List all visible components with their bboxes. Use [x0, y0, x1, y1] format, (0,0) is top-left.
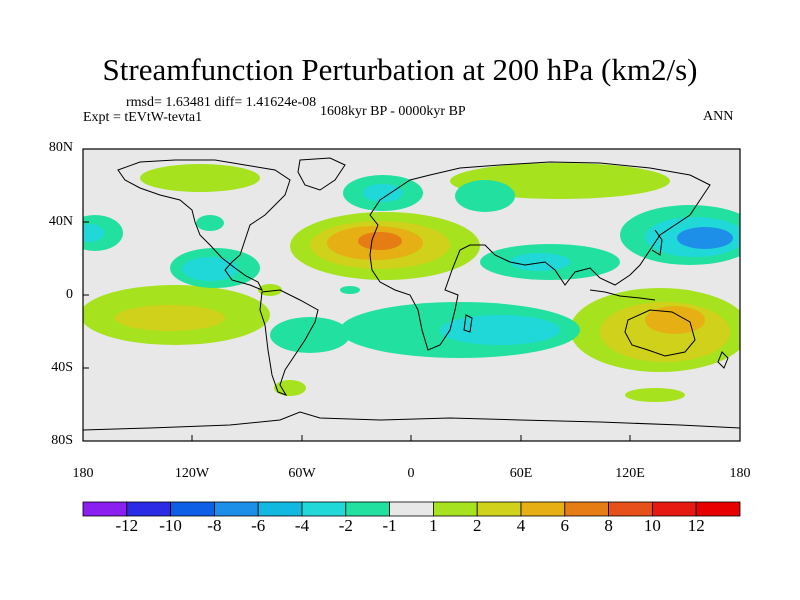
- contour-sam-1: [270, 317, 350, 353]
- colorbar-label: 12: [687, 516, 705, 535]
- coast-north-america: [117, 159, 291, 291]
- coast-greenland: [297, 157, 346, 191]
- colorbar-box: [213, 501, 259, 517]
- colorbar-box: [257, 501, 303, 517]
- contour-sasia-2: [510, 253, 570, 271]
- contour-russia-1: [455, 180, 515, 212]
- colorbar-box: [695, 501, 741, 517]
- coast-new-zealand: [717, 351, 729, 369]
- colorbar-box: [389, 501, 434, 517]
- contour-satl-neg: [340, 286, 360, 294]
- colorbar-label: -6: [251, 516, 266, 535]
- contour-wpac-6: [677, 227, 733, 249]
- coast-australia: [624, 309, 696, 357]
- contour-sam-pos: [258, 284, 282, 296]
- colorbar-label: -2: [338, 516, 353, 535]
- colorbar-box: [432, 501, 478, 517]
- lat-label-40n: 40N: [48, 214, 73, 229]
- contour-npac-2: [140, 164, 260, 192]
- rmsd-diff-stats: rmsd= 1.63481 diff= 1.41624e-08: [126, 95, 317, 110]
- colorbar-box: [301, 501, 347, 517]
- coast-antarctica: [83, 411, 740, 431]
- colorbar-label: -12: [115, 516, 139, 535]
- contour-namer-n: [196, 215, 224, 231]
- contour-fill: [83, 163, 740, 402]
- lon-label-120e: 120E: [615, 466, 645, 481]
- colorbar-label: 1: [429, 516, 438, 535]
- colorbar-label: 8: [604, 516, 613, 535]
- contour-epac-2: [83, 224, 104, 242]
- coastlines: [83, 157, 740, 431]
- colorbar-label: -8: [207, 516, 222, 535]
- season-label: ANN: [703, 109, 734, 124]
- colorbar-label: 4: [516, 516, 526, 535]
- lat-label-40s: 40S: [51, 360, 73, 375]
- coast-japan: [651, 229, 663, 256]
- lat-label-80n: 80N: [48, 140, 73, 155]
- contour-africa-8: [358, 232, 402, 250]
- lon-label-0: 0: [407, 466, 415, 481]
- colorbar-box: [652, 501, 697, 517]
- lon-label-60w: 60W: [288, 466, 316, 481]
- contour-sindian-2: [625, 388, 685, 402]
- lat-label-0: 0: [66, 287, 73, 302]
- colorbar-label: -4: [294, 516, 310, 535]
- colorbar-box: [170, 501, 215, 517]
- contour-spac-4: [115, 305, 225, 331]
- contour-europe-2: [363, 184, 403, 202]
- colorbar-label: 10: [643, 516, 661, 535]
- coast-madagascar: [463, 314, 473, 333]
- lon-label-60e: 60E: [509, 466, 533, 481]
- contour-satl-2: [274, 380, 306, 396]
- axis-ticks: [82, 148, 741, 442]
- colorbar-box: [608, 501, 653, 517]
- lon-label-180e: 180: [729, 466, 751, 481]
- colorbar-box: [476, 501, 522, 517]
- colorbar-box: [345, 501, 390, 517]
- coast-eurasia-africa: [369, 161, 711, 351]
- colorbar-label: -10: [159, 516, 182, 535]
- colorbar-label: -1: [382, 516, 397, 535]
- lat-label-80s: 80S: [51, 433, 73, 448]
- contour-aus-6: [645, 306, 705, 334]
- colorbar-label: 2: [472, 516, 482, 535]
- colorbar-box: [520, 501, 566, 517]
- colorbar-label: 6: [560, 516, 570, 535]
- contour-sindian-2b: [440, 315, 560, 345]
- period-label: 1608kyr BP - 0000kyr BP: [320, 104, 466, 119]
- experiment-label: Expt = tEVtW-tevta1: [83, 110, 203, 125]
- chart-title: Streamfunction Perturbation at 200 hPa (…: [102, 52, 698, 87]
- contour-namer-2: [182, 257, 238, 281]
- coast-indonesia: [589, 289, 656, 301]
- colorbar: [82, 501, 741, 517]
- colorbar-box: [126, 501, 172, 517]
- lon-label-120w: 120W: [174, 466, 210, 481]
- coast-south-america: [259, 289, 319, 396]
- lon-label-180w: 180: [72, 466, 94, 481]
- colorbar-box: [564, 501, 609, 517]
- colorbar-box: [82, 501, 128, 517]
